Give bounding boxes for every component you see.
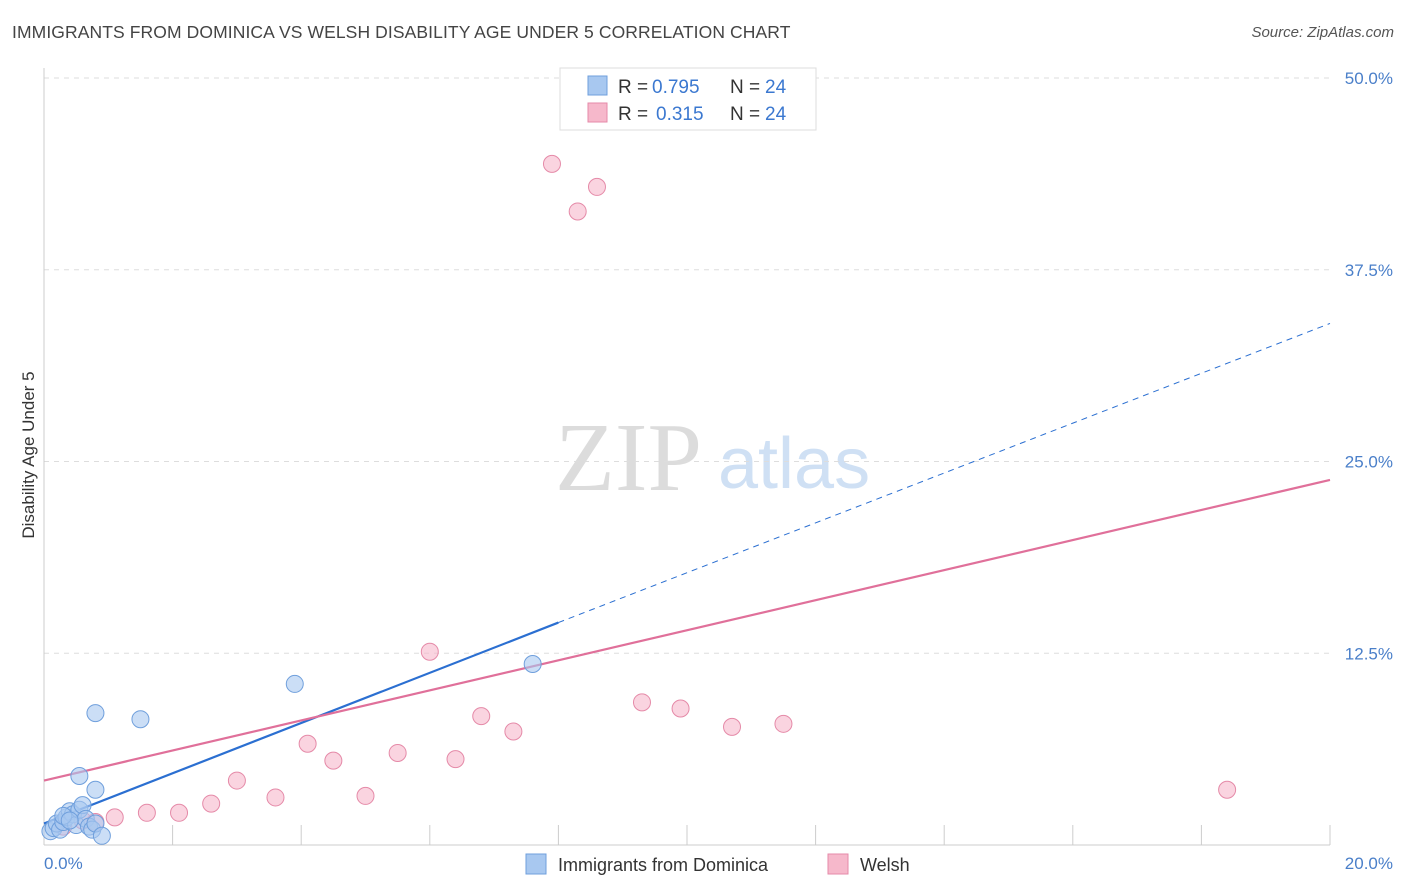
bottom-legend-swatch-welsh bbox=[827, 853, 849, 875]
legend-r-value-dominica: 0.795 bbox=[652, 77, 700, 98]
legend-swatch-welsh bbox=[587, 102, 608, 123]
data-point-welsh bbox=[542, 154, 561, 173]
watermark-atlas: atlas bbox=[718, 424, 870, 504]
y-tick-label: 25.0% bbox=[1345, 453, 1393, 472]
data-point-welsh bbox=[504, 722, 523, 741]
y-tick-label: 12.5% bbox=[1345, 644, 1393, 663]
bottom-legend: Immigrants from Dominica Welsh bbox=[525, 853, 910, 875]
legend-n-value-dominica: 24 bbox=[765, 77, 787, 98]
data-point-welsh bbox=[202, 794, 221, 813]
data-point-welsh bbox=[227, 771, 246, 790]
data-point-welsh bbox=[568, 202, 587, 221]
y-tick-label: 50.0% bbox=[1345, 69, 1393, 88]
data-point-welsh bbox=[105, 808, 124, 827]
trend-lines bbox=[43, 322, 1331, 825]
trend-line-welsh bbox=[43, 478, 1331, 782]
data-point-welsh bbox=[356, 786, 375, 805]
data-point-dominica bbox=[86, 780, 105, 799]
series-dominica-points bbox=[41, 654, 542, 845]
chart-title: IMMIGRANTS FROM DOMINICA VS WELSH DISABI… bbox=[12, 22, 791, 42]
legend-r-label-welsh: R = bbox=[618, 104, 648, 125]
x-ticks bbox=[172, 825, 1331, 845]
data-point-welsh bbox=[472, 707, 491, 726]
x-tick-label-max: 20.0% bbox=[1345, 854, 1393, 873]
y-tick-labels: 12.5% 25.0% 37.5% 50.0% bbox=[1345, 69, 1393, 663]
data-point-welsh bbox=[723, 717, 742, 736]
data-point-welsh bbox=[137, 803, 156, 822]
data-point-welsh bbox=[298, 734, 317, 753]
data-point-dominica bbox=[523, 654, 542, 673]
data-point-welsh bbox=[420, 642, 439, 661]
bottom-legend-label-welsh: Welsh bbox=[860, 855, 910, 875]
trend-line-dominica bbox=[43, 621, 559, 825]
data-point-welsh bbox=[1218, 780, 1237, 799]
watermark-zip: ZIP bbox=[555, 404, 702, 512]
legend-swatch-dominica bbox=[587, 75, 608, 96]
watermark: ZIP atlas bbox=[555, 404, 870, 512]
y-tick-label: 37.5% bbox=[1345, 261, 1393, 280]
trend-line-dominica-projection bbox=[558, 322, 1331, 624]
data-point-welsh bbox=[324, 751, 343, 770]
y-axis-label: Disability Age Under 5 bbox=[19, 371, 38, 538]
bottom-legend-swatch-dominica bbox=[525, 853, 547, 875]
legend-r-value-welsh: 0.315 bbox=[656, 104, 704, 125]
data-point-dominica bbox=[92, 826, 111, 845]
data-point-welsh bbox=[170, 803, 189, 822]
data-point-welsh bbox=[671, 699, 690, 718]
x-tick-labels: 0.0% 20.0% bbox=[44, 854, 1393, 873]
data-point-welsh bbox=[266, 788, 285, 807]
source-label: Source: ZipAtlas.com bbox=[1251, 24, 1394, 41]
data-point-welsh bbox=[774, 714, 793, 733]
data-point-dominica bbox=[70, 766, 89, 785]
data-point-welsh bbox=[388, 743, 407, 762]
top-legend: R = 0.795 N = 24 R = 0.315 N = 24 bbox=[559, 67, 817, 131]
data-point-welsh bbox=[632, 693, 651, 712]
data-point-dominica bbox=[131, 710, 150, 729]
x-tick-label-min: 0.0% bbox=[44, 854, 83, 873]
bottom-legend-label-dominica: Immigrants from Dominica bbox=[558, 855, 769, 875]
legend-n-label-welsh: N = bbox=[730, 104, 760, 125]
data-point-dominica bbox=[285, 674, 304, 693]
legend-r-label-dominica: R = bbox=[618, 77, 648, 98]
data-point-dominica bbox=[60, 811, 79, 830]
data-point-welsh bbox=[446, 750, 465, 769]
legend-n-value-welsh: 24 bbox=[765, 104, 787, 125]
data-point-welsh bbox=[587, 177, 606, 196]
data-point-dominica bbox=[86, 704, 105, 723]
legend-n-label-dominica: N = bbox=[730, 77, 760, 98]
grid-lines bbox=[44, 77, 1330, 654]
